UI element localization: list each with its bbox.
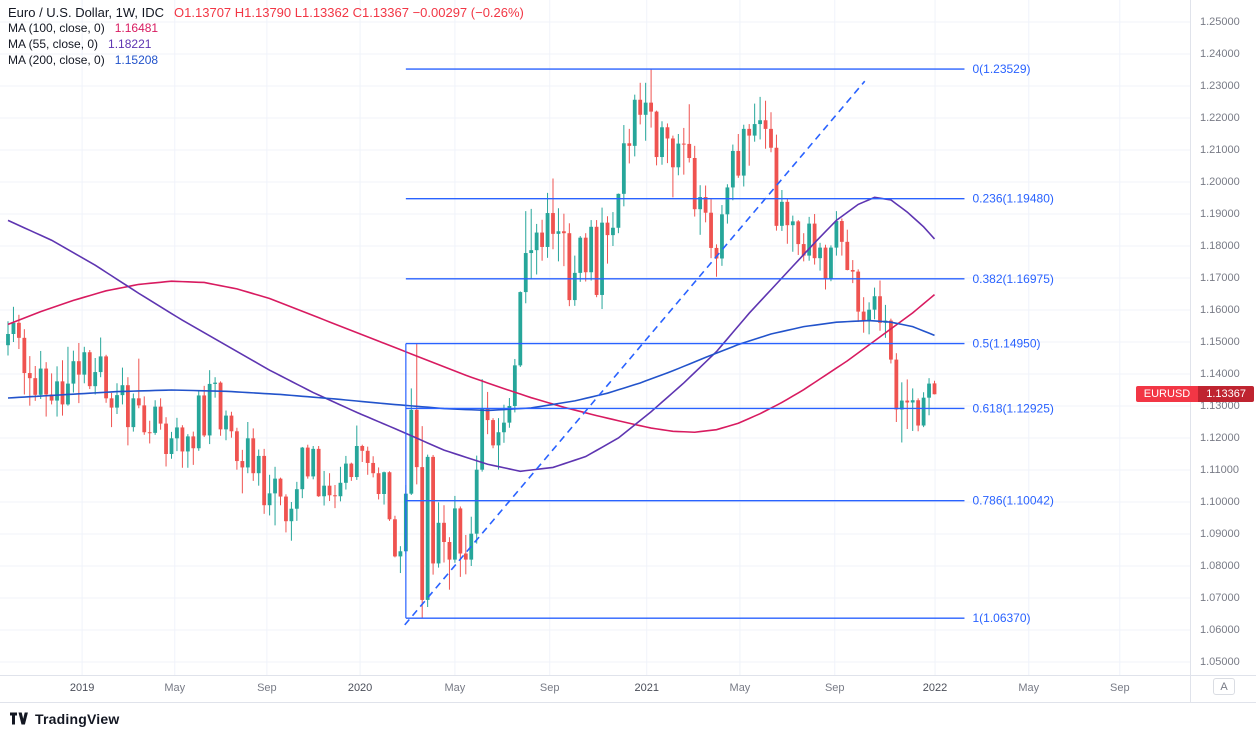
price-tick-label: 1.15000 bbox=[1200, 336, 1240, 348]
price-tick-label: 1.18000 bbox=[1200, 240, 1240, 252]
time-tick-label: May bbox=[729, 682, 751, 694]
ma-line-ma-55[interactable] bbox=[7, 196, 936, 473]
time-tick-label: May bbox=[1018, 682, 1040, 694]
price-tick-label: 1.06000 bbox=[1200, 624, 1240, 636]
price-tick-label: 1.12000 bbox=[1200, 432, 1240, 444]
price-tick-label: 1.13000 bbox=[1200, 400, 1240, 412]
ma200-label: MA (200, close, 0) bbox=[8, 53, 105, 67]
ma100-value: 1.16481 bbox=[114, 21, 159, 35]
fib-level-label: 0.618(1.12925) bbox=[972, 401, 1053, 415]
fib-level-label: 1(1.06370) bbox=[972, 611, 1030, 625]
trend-line[interactable] bbox=[404, 80, 866, 626]
price-tick-label: 1.05000 bbox=[1200, 656, 1240, 668]
fib-level-label: 0.786(1.10042) bbox=[972, 494, 1053, 508]
price-tick-label: 1.10000 bbox=[1200, 496, 1240, 508]
ohlc-readout: O1.13707 H1.13790 L1.13362 C1.13367 −0.0… bbox=[174, 5, 524, 20]
price-tick-label: 1.22000 bbox=[1200, 112, 1240, 124]
price-tick-label: 1.09000 bbox=[1200, 528, 1240, 540]
price-tick-label: 1.07000 bbox=[1200, 592, 1240, 604]
symbol-row: Euro / U.S. Dollar, 1W, IDC O1.13707 H1.… bbox=[8, 5, 524, 21]
grid-lines bbox=[0, 0, 1190, 675]
badge-symbol: EURUSD bbox=[1135, 386, 1199, 403]
indicator-row-ma55[interactable]: MA (55, close, 0) 1.18221 bbox=[8, 37, 524, 53]
price-tick-label: 1.25000 bbox=[1200, 16, 1240, 28]
symbol-title[interactable]: Euro / U.S. Dollar, 1W, IDC bbox=[8, 5, 165, 20]
badge-price: 1.13367 bbox=[1198, 386, 1254, 403]
ma200-value: 1.15208 bbox=[114, 53, 159, 67]
fib-level-label: 0(1.23529) bbox=[972, 62, 1030, 76]
price-tick-label: 1.16000 bbox=[1200, 304, 1240, 316]
chart-legend: Euro / U.S. Dollar, 1W, IDC O1.13707 H1.… bbox=[8, 5, 524, 69]
time-tick-label: Sep bbox=[539, 682, 560, 694]
time-tick-label: 2020 bbox=[347, 682, 373, 694]
fib-retracement[interactable]: 0(1.23529) 0.236(1.19480) 0.382(1.16975) 0.… bbox=[405, 62, 1054, 625]
time-tick-label: May bbox=[444, 682, 466, 694]
ma55-label: MA (55, close, 0) bbox=[8, 37, 99, 51]
time-axis[interactable]: 2019 May Sep 2020 May Sep 2021 May Sep 2022 May Sep bbox=[0, 676, 1190, 702]
axis-separator-horizontal bbox=[0, 675, 1256, 676]
price-axis[interactable]: 1.25000 1.24000 1.23000 1.22000 1.21000 1.200… bbox=[1191, 0, 1256, 675]
time-tick-label: 2021 bbox=[634, 682, 659, 694]
price-tick-label: 1.11000 bbox=[1200, 464, 1239, 476]
footer-separator bbox=[0, 702, 1256, 703]
fib-level-label: 0.5(1.14950) bbox=[972, 337, 1040, 351]
tradingview-brand[interactable]: TradingView bbox=[35, 711, 120, 727]
chart-canvas[interactable]: 0(1.23529) 0.236(1.19480) 0.382(1.16975) 0.… bbox=[0, 0, 1190, 675]
price-tick-label: 1.17000 bbox=[1200, 272, 1240, 284]
time-tick-label: Sep bbox=[257, 682, 277, 694]
ma-line-ma-200[interactable] bbox=[7, 319, 935, 412]
indicator-row-ma200[interactable]: MA (200, close, 0) 1.15208 bbox=[8, 53, 524, 69]
time-tick-label: Sep bbox=[1110, 682, 1130, 694]
indicator-row-ma100[interactable]: MA (100, close, 0) 1.16481 bbox=[8, 21, 524, 37]
fib-level-label: 0.382(1.16975) bbox=[972, 272, 1053, 286]
price-tick-label: 1.24000 bbox=[1200, 48, 1240, 60]
price-tick-label: 1.23000 bbox=[1200, 80, 1240, 92]
candles-layer[interactable] bbox=[6, 69, 937, 619]
axis-separator-vertical bbox=[1190, 0, 1191, 702]
price-tick-label: 1.14000 bbox=[1200, 368, 1240, 380]
price-tick-label: 1.21000 bbox=[1200, 144, 1240, 156]
fib-level-label: 0.236(1.19480) bbox=[972, 192, 1053, 206]
auto-scale-button[interactable]: A bbox=[1213, 678, 1235, 695]
ma-line-ma-100[interactable] bbox=[7, 280, 936, 434]
time-tick-label: 2022 bbox=[922, 682, 948, 694]
last-price-badge[interactable]: EURUSD 1.13367 bbox=[1135, 386, 1254, 403]
ma100-label: MA (100, close, 0) bbox=[8, 21, 105, 35]
price-tick-label: 1.08000 bbox=[1200, 560, 1240, 572]
time-tick-label: May bbox=[164, 682, 186, 694]
tradingview-logo-icon[interactable] bbox=[10, 712, 29, 726]
price-tick-label: 1.20000 bbox=[1200, 176, 1240, 188]
footer-bar: TradingView bbox=[0, 703, 1256, 735]
time-tick-label: 2019 bbox=[69, 682, 95, 694]
ma55-value: 1.18221 bbox=[108, 37, 152, 51]
ma-lines[interactable] bbox=[7, 196, 936, 473]
price-tick-label: 1.19000 bbox=[1200, 208, 1240, 220]
axis-corner: A bbox=[1191, 676, 1256, 702]
time-tick-label: Sep bbox=[824, 682, 845, 694]
